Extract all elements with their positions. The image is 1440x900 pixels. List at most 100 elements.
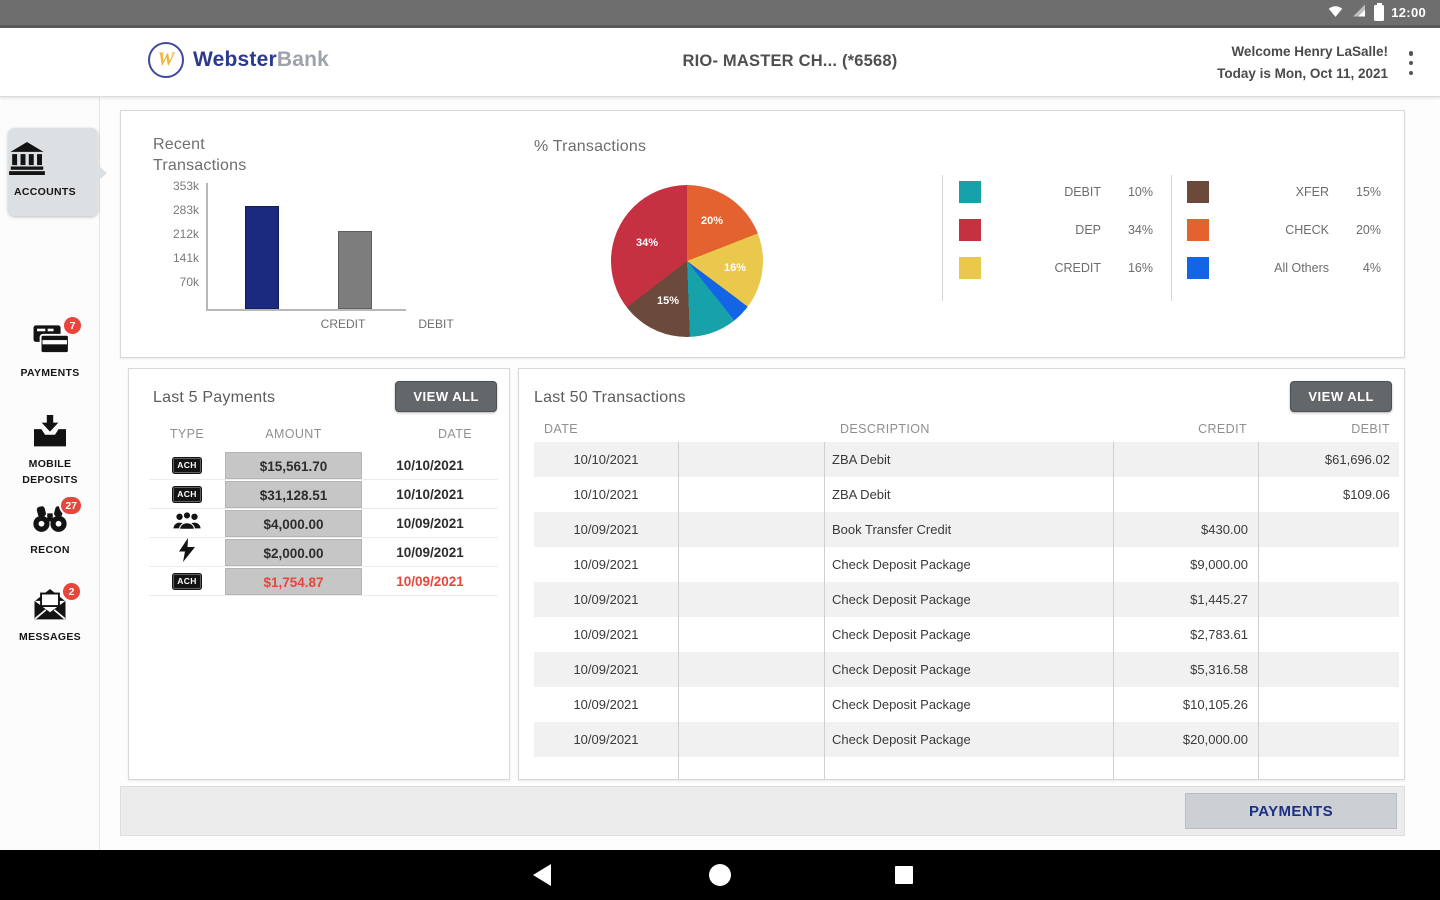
back-icon[interactable] [533, 864, 551, 886]
legend-label: All Others [1274, 261, 1329, 275]
txn-debit: $61,696.02 [1258, 442, 1399, 477]
sidebar-item-label: RECON [30, 544, 70, 556]
txn-credit: $1,445.27 [1113, 582, 1258, 617]
payment-amount: $1,754.87 [225, 567, 362, 595]
txn-credit: $430.00 [1113, 512, 1258, 547]
transaction-row-partial [534, 757, 1399, 779]
payments-button[interactable]: PAYMENTS [1185, 793, 1397, 829]
txn-debit: $109.06 [1258, 477, 1399, 512]
sidebar-item-accounts[interactable]: ACCOUNTS [8, 128, 107, 216]
sidebar-item-mobile-deposits[interactable]: MOBILE DEPOSITS [0, 415, 100, 489]
transaction-row[interactable]: 10/10/2021 ZBA Debit $109.06 [534, 477, 1399, 512]
legend-label: XFER [1295, 185, 1329, 199]
payments-table: ACH $15,561.70 10/10/2021 ACH $31,128.51… [129, 451, 498, 596]
home-icon[interactable] [709, 864, 731, 886]
last-50-transactions-panel: Last 50 Transactions VIEW ALL DATE DESCR… [518, 368, 1405, 780]
payment-row-alert[interactable]: ACH $1,754.87 10/09/2021 [149, 567, 498, 596]
txn-debit [1258, 652, 1399, 687]
txn-debit [1258, 547, 1399, 582]
payment-date: 10/09/2021 [396, 515, 464, 531]
legend-divider [942, 175, 943, 301]
y-tick: 212k [172, 227, 199, 241]
payment-row[interactable]: ACH $15,561.70 10/10/2021 [149, 451, 498, 480]
binoculars-icon: 27 [30, 495, 83, 538]
payments-view-all-button[interactable]: VIEW ALL [395, 381, 497, 412]
welcome-block: Welcome Henry LaSalle! Today is Mon, Oct… [1217, 41, 1388, 86]
footer-action-strip: PAYMENTS [120, 786, 1405, 836]
account-title: RIO- MASTER CH... (*6568) [682, 52, 898, 70]
sidebar-item-recon[interactable]: 27 RECON [0, 495, 100, 559]
txn-date: 10/09/2021 [573, 697, 639, 712]
txn-date: 10/10/2021 [573, 487, 639, 502]
ach-badge-icon: ACH [172, 485, 202, 503]
app-header: W WebsterBank RIO- MASTER CH... (*6568) … [0, 28, 1440, 97]
recent-transactions-bar-chart [206, 183, 406, 311]
x-category-debit: DEBIT [418, 317, 454, 331]
legend-entry: CHECK 20% [1187, 219, 1381, 241]
battery-icon [1374, 2, 1385, 21]
payment-date: 10/09/2021 [396, 545, 464, 560]
txn-description: Check Deposit Package [824, 547, 1113, 582]
legend-pct: 16% [1127, 261, 1153, 275]
ach-badge-icon: ACH [172, 456, 202, 474]
txn-date: 10/09/2021 [573, 557, 639, 572]
txn-date: 10/09/2021 [573, 732, 639, 747]
txn-debit [1258, 722, 1399, 757]
pie-slice-label-check: 20% [700, 215, 724, 227]
txn-credit: $2,783.61 [1113, 617, 1258, 652]
txn-debit [1258, 512, 1399, 547]
transactions-view-all-button[interactable]: VIEW ALL [1290, 381, 1392, 412]
payment-row[interactable]: ACH $31,128.51 10/10/2021 [149, 480, 498, 509]
legend-entry: DEBIT 10% [959, 181, 1153, 203]
transaction-row[interactable]: 10/09/2021 Check Deposit Package $10,105… [534, 687, 1399, 722]
legend-swatch-dep [959, 219, 981, 241]
debit-bar [338, 231, 372, 309]
pie-chart-title: % Transactions [534, 138, 647, 155]
txn-credit: $10,105.26 [1113, 687, 1258, 722]
payment-amount: $4,000.00 [225, 509, 362, 537]
recents-icon[interactable] [895, 866, 913, 884]
transactions-pie-chart: 20% 16% 15% 34% [611, 185, 763, 337]
transactions-table: 10/10/2021 ZBA Debit $61,696.02 10/10/20… [519, 442, 1399, 779]
envelope-icon: 2 [31, 581, 82, 625]
transactions-table-header: DATE DESCRIPTION CREDIT DEBIT [534, 422, 1399, 436]
sidebar-item-label: PAYMENTS [20, 367, 80, 379]
txn-credit: $5,316.58 [1113, 652, 1258, 687]
txn-debit [1258, 582, 1399, 617]
col-empty [678, 422, 824, 436]
transaction-row[interactable]: 10/09/2021 Check Deposit Package $5,316.… [534, 652, 1399, 687]
sidebar-item-label: MOBILE DEPOSITS [22, 458, 78, 486]
y-tick: 353k [172, 179, 199, 193]
txn-description: Check Deposit Package [824, 687, 1113, 722]
legend-pct: 10% [1127, 185, 1153, 199]
payment-amount: $15,561.70 [225, 451, 362, 479]
cards-icon: 7 [30, 315, 83, 361]
payments-table-header: TYPE AMOUNT DATE [149, 427, 498, 441]
transaction-row[interactable]: 10/09/2021 Book Transfer Credit $430.00 [534, 512, 1399, 547]
col-description: DESCRIPTION [840, 422, 930, 436]
legend-entry: XFER 15% [1187, 181, 1381, 203]
deposit-icon [32, 415, 68, 452]
txn-description: Check Deposit Package [824, 652, 1113, 687]
brand-w-icon: W [148, 42, 184, 78]
legend-entry: DEP 34% [959, 219, 1153, 241]
txn-description: Check Deposit Package [824, 582, 1113, 617]
transaction-row[interactable]: 10/09/2021 Check Deposit Package $1,445.… [534, 582, 1399, 617]
col-type: TYPE [169, 427, 205, 441]
txn-date: 10/09/2021 [573, 662, 639, 677]
transaction-row[interactable]: 10/09/2021 Check Deposit Package $2,783.… [534, 617, 1399, 652]
sidebar-item-label: ACCOUNTS [14, 186, 76, 198]
pie-legend-column-1: DEBIT 10% DEP 34% CREDIT 16% [959, 181, 1153, 295]
transaction-row[interactable]: 10/09/2021 Check Deposit Package $9,000.… [534, 547, 1399, 582]
pie-slice-label-dep: 34% [635, 237, 659, 249]
legend-pct: 4% [1362, 261, 1381, 275]
transaction-row[interactable]: 10/10/2021 ZBA Debit $61,696.02 [534, 442, 1399, 477]
overflow-menu-icon[interactable] [1404, 50, 1418, 76]
col-credit: CREDIT [1198, 422, 1247, 436]
transaction-row[interactable]: 10/09/2021 Check Deposit Package $20,000… [534, 722, 1399, 757]
pie-slice-label-xfer: 15% [656, 295, 680, 307]
payment-row[interactable]: $4,000.00 10/09/2021 [149, 509, 498, 538]
sidebar-item-payments[interactable]: 7 PAYMENTS [0, 315, 100, 382]
sidebar-item-messages[interactable]: 2 MESSAGES [0, 581, 100, 646]
payment-row[interactable]: $2,000.00 10/09/2021 [149, 538, 498, 567]
